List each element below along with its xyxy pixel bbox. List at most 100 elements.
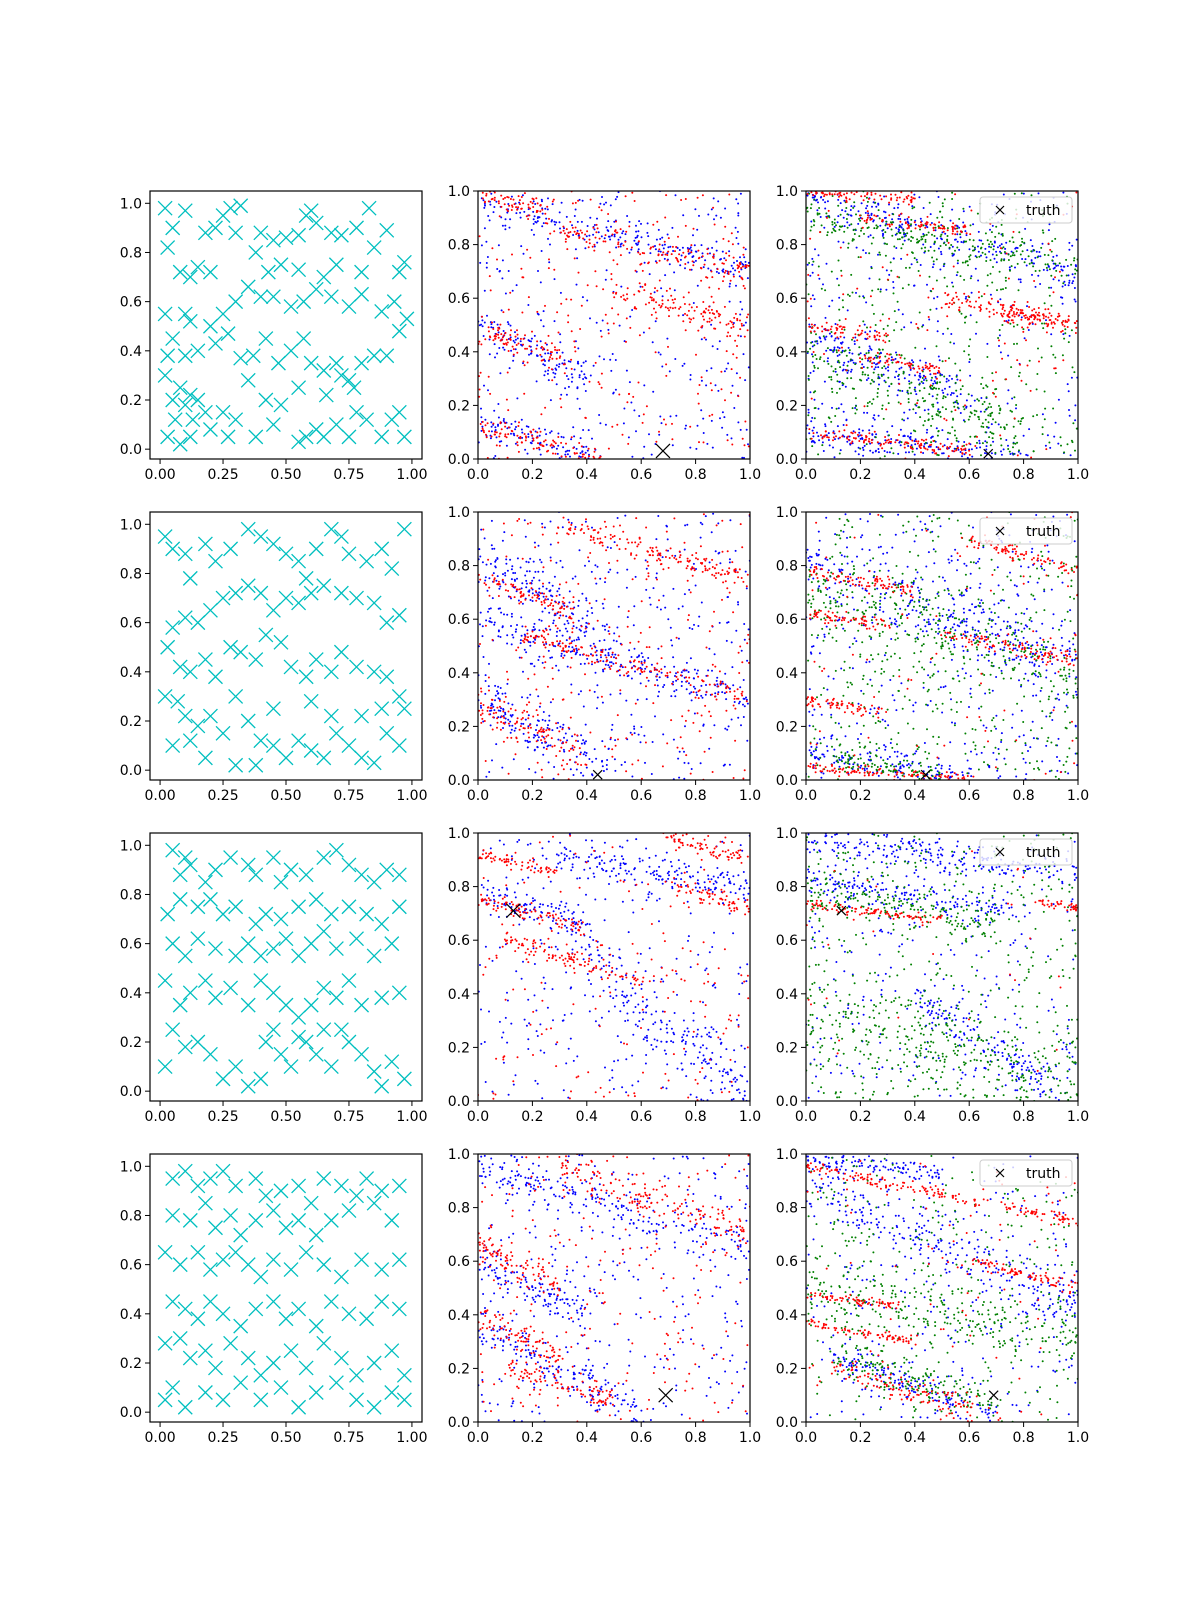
dot xyxy=(817,201,819,204)
dot xyxy=(650,773,653,775)
dot xyxy=(636,243,639,246)
dot xyxy=(859,219,862,222)
dot xyxy=(1007,319,1010,322)
dot xyxy=(618,393,621,396)
dot xyxy=(1001,234,1004,237)
dot xyxy=(660,305,663,307)
dot xyxy=(579,751,582,754)
dot xyxy=(865,207,868,210)
dot xyxy=(519,211,522,214)
x-marker xyxy=(349,659,364,675)
dot xyxy=(1060,444,1062,447)
x-marker xyxy=(316,363,332,378)
dot xyxy=(548,217,550,220)
dot xyxy=(950,333,953,335)
dot xyxy=(861,226,864,229)
dot xyxy=(594,361,597,364)
dot xyxy=(705,384,708,387)
dot xyxy=(1046,324,1049,327)
dot xyxy=(952,265,955,268)
dot xyxy=(488,430,491,433)
dot xyxy=(495,335,497,338)
dot xyxy=(496,692,499,695)
dot xyxy=(716,683,719,686)
dot xyxy=(957,309,960,311)
dot xyxy=(498,327,501,330)
dot xyxy=(505,208,508,211)
dot xyxy=(934,375,937,378)
dot xyxy=(955,295,958,298)
x-marker xyxy=(316,750,332,766)
dot xyxy=(868,345,871,348)
dot xyxy=(848,224,851,227)
dot xyxy=(543,526,546,529)
dot xyxy=(507,718,510,721)
dot xyxy=(598,237,601,240)
dot xyxy=(842,293,845,296)
x-marker xyxy=(190,259,206,275)
dot xyxy=(872,201,875,204)
dot xyxy=(639,682,642,685)
dot xyxy=(530,340,532,343)
dot xyxy=(521,696,523,699)
dot xyxy=(901,236,903,239)
dot xyxy=(502,418,505,420)
dot xyxy=(920,223,923,226)
dot xyxy=(1000,243,1003,246)
dot xyxy=(1000,444,1003,447)
dot xyxy=(502,342,505,345)
dot xyxy=(568,601,571,604)
dot xyxy=(653,307,655,310)
dot xyxy=(821,402,824,405)
dot xyxy=(599,422,602,425)
dot xyxy=(490,544,493,547)
dot xyxy=(931,403,934,406)
dot xyxy=(839,202,842,205)
dot xyxy=(502,198,505,200)
dot xyxy=(840,269,843,272)
dot xyxy=(564,627,567,630)
dot xyxy=(1066,443,1069,446)
dot xyxy=(493,547,496,550)
dot xyxy=(544,607,547,610)
dot xyxy=(732,353,735,356)
dot xyxy=(495,436,498,439)
dot xyxy=(833,222,836,224)
dot xyxy=(665,374,668,377)
dot xyxy=(700,376,703,379)
dot xyxy=(650,313,653,316)
dot xyxy=(529,599,532,601)
dot xyxy=(881,367,884,369)
dot xyxy=(887,369,890,372)
dot xyxy=(540,355,543,358)
dot xyxy=(500,309,503,312)
x-marker xyxy=(177,203,193,219)
dot xyxy=(1022,328,1025,331)
dot xyxy=(1073,287,1076,289)
dot xyxy=(537,446,540,449)
dot xyxy=(875,354,878,357)
dot xyxy=(500,611,503,614)
dot xyxy=(690,318,693,321)
dot xyxy=(842,410,845,413)
dot xyxy=(812,219,815,221)
dot xyxy=(847,360,850,363)
dot xyxy=(514,442,517,445)
dot xyxy=(1022,192,1025,195)
dot xyxy=(836,373,839,376)
dot xyxy=(541,208,544,211)
dot xyxy=(489,617,492,620)
dot xyxy=(1007,448,1010,450)
dot xyxy=(884,242,887,245)
x-marker xyxy=(165,620,181,636)
dot xyxy=(907,203,910,206)
dot xyxy=(1045,266,1048,269)
dot xyxy=(809,330,812,333)
dot xyxy=(812,351,815,353)
dot xyxy=(553,766,556,768)
dot xyxy=(505,558,508,561)
dot xyxy=(592,628,595,631)
dot xyxy=(919,372,921,375)
dot xyxy=(507,308,510,311)
dot xyxy=(963,444,965,447)
